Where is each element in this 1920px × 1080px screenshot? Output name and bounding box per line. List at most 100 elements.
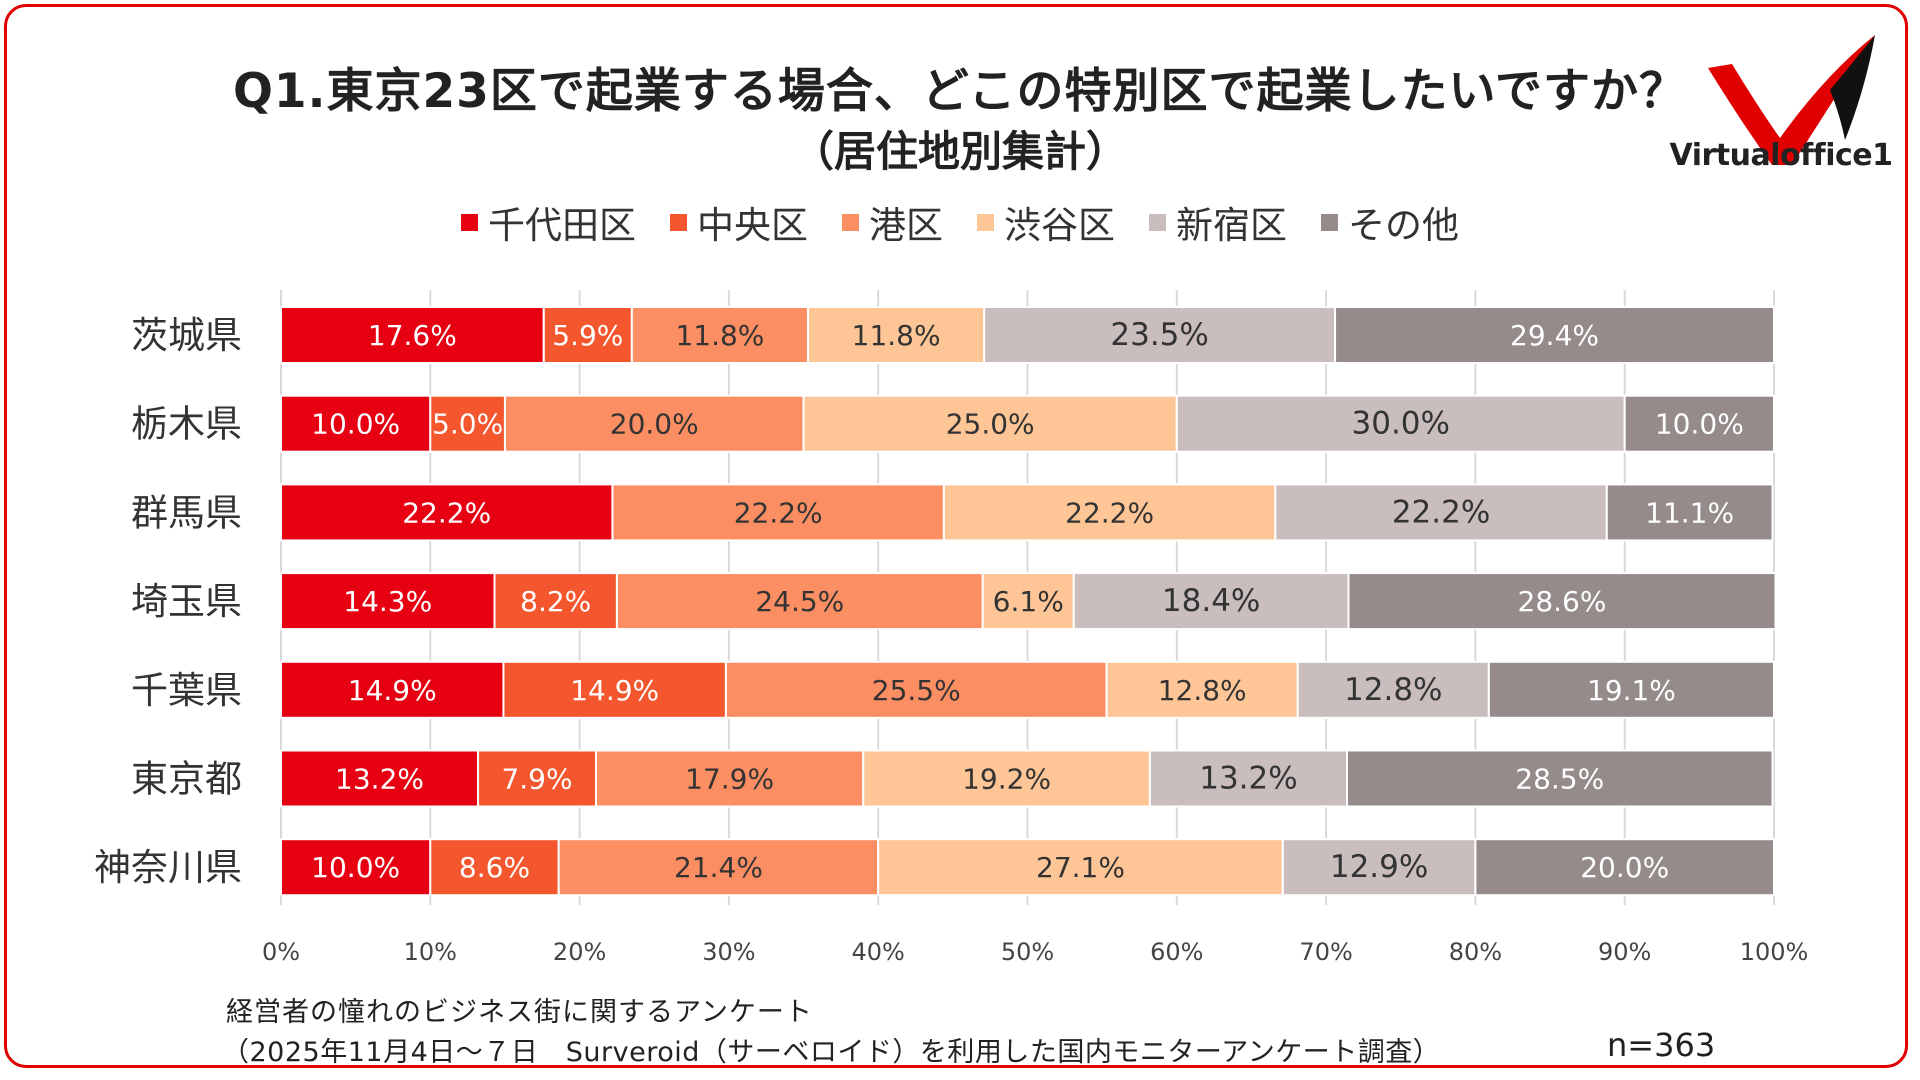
category-label: 茨城県 (131, 314, 242, 357)
bar-segment (724, 660, 1108, 719)
data-label: 17.6% (368, 319, 457, 352)
data-label: 25.5% (872, 674, 961, 707)
legend-label: 中央区 (697, 204, 808, 247)
logo-checkmark-icon (1708, 35, 1875, 165)
legend-swatch (977, 213, 994, 231)
bar-segment (557, 838, 880, 897)
x-tick-label: 50% (1001, 938, 1054, 966)
bar-segment (615, 572, 984, 631)
category-label: 栃木県 (131, 403, 242, 446)
legend-label: 千代田区 (488, 204, 636, 247)
data-label: 8.2% (520, 585, 591, 618)
data-label: 11.8% (675, 319, 764, 352)
bar-segment (1346, 749, 1774, 808)
x-tick-label: 40% (852, 938, 905, 966)
bar-segment (280, 306, 545, 364)
legend-swatch (461, 213, 478, 231)
bar-segment (1175, 394, 1626, 453)
x-tick-label: 90% (1598, 938, 1651, 966)
x-tick-label: 70% (1299, 938, 1352, 966)
bar-segment (1347, 572, 1777, 631)
data-label: 22.2% (402, 496, 491, 529)
chart-frame (4, 4, 1908, 1068)
data-label: 30.0% (1352, 406, 1450, 442)
bar-segment (280, 394, 432, 453)
data-label: 22.2% (1065, 496, 1154, 529)
legend-label: 港区 (869, 204, 943, 247)
data-label: 24.5% (755, 585, 844, 618)
data-label: 29.4% (1510, 319, 1599, 352)
chart-title: Q1.東京23区で起業する場合、どこの特別区で起業したいですか？ (232, 64, 1688, 119)
bar-segment (542, 306, 633, 364)
data-label: 11.8% (852, 319, 941, 352)
data-label: 17.9% (685, 763, 774, 796)
logo-text: Virtualoffice1 (1669, 138, 1894, 173)
legend-item: 新宿区 (1149, 195, 1287, 249)
data-label: 25.0% (946, 408, 1035, 441)
bar-segment (429, 838, 560, 897)
category-label: 神奈川県 (94, 846, 242, 889)
legend-label: その他 (1348, 204, 1459, 247)
bar-segment (280, 749, 480, 808)
bar-segment (1148, 749, 1349, 808)
legend-swatch (1149, 213, 1166, 231)
legend-swatch (842, 213, 859, 231)
bar-segment (1105, 660, 1299, 719)
bar-segment (942, 483, 1277, 542)
data-label: 10.0% (311, 851, 400, 884)
category-label: 千葉県 (131, 669, 242, 712)
legend-swatch (1321, 213, 1338, 231)
data-label: 6.1% (993, 585, 1064, 618)
bar-segment (611, 483, 945, 542)
data-label: 5.0% (432, 408, 503, 441)
x-tick-label: 10% (404, 938, 457, 966)
data-label: 7.9% (501, 763, 572, 796)
data-label: 14.9% (348, 674, 437, 707)
survey-details: （2025年11月4日〜７日 Surveroid（サーベロイド）を利用した国内モ… (222, 1037, 1441, 1068)
data-label: 12.8% (1344, 672, 1442, 708)
bar-segment (807, 306, 986, 364)
bar-segment (802, 394, 1178, 453)
bar-segment (493, 572, 618, 631)
legend-item: 中央区 (670, 195, 808, 249)
data-label: 13.2% (335, 763, 424, 796)
data-label: 21.4% (674, 851, 763, 884)
bar-segment (630, 306, 810, 364)
data-label: 14.9% (570, 674, 659, 707)
bar-segment (983, 306, 1337, 364)
data-label: 11.1% (1645, 496, 1734, 529)
data-label: 5.9% (552, 319, 623, 352)
data-label: 8.6% (459, 851, 530, 884)
data-label: 12.9% (1330, 849, 1428, 885)
category-label: 群馬県 (131, 491, 242, 534)
data-label: 19.2% (962, 763, 1051, 796)
sample-size: n=363 (1607, 1026, 1716, 1064)
bar-segment (280, 572, 496, 631)
survey-name: 経営者の憧れのビジネス街に関するアンケート (226, 997, 813, 1028)
x-tick-label: 100% (1740, 938, 1809, 966)
bar-segment (1281, 838, 1477, 897)
data-label: 28.6% (1518, 585, 1607, 618)
legend-label: 渋谷区 (1004, 204, 1115, 247)
legend-item: 港区 (842, 195, 943, 249)
legend-item: 渋谷区 (977, 195, 1115, 249)
category-label: 埼玉県 (131, 580, 242, 623)
data-label: 23.5% (1110, 317, 1208, 353)
legend-label: 新宿区 (1176, 204, 1287, 247)
bar-segment (1487, 660, 1776, 719)
data-label: 10.0% (311, 408, 400, 441)
data-label: 10.0% (1655, 408, 1744, 441)
bar-segment (1474, 838, 1776, 897)
chart-subtitle: （居住地別集計） (791, 127, 1128, 176)
data-label: 12.8% (1158, 674, 1247, 707)
x-tick-label: 80% (1449, 938, 1502, 966)
x-tick-label: 20% (553, 938, 606, 966)
data-label: 19.1% (1587, 674, 1676, 707)
bar-segment (280, 838, 432, 897)
bar-segment (595, 749, 865, 808)
bar-segment (429, 394, 506, 453)
category-label: 東京都 (131, 758, 242, 801)
data-label: 13.2% (1199, 761, 1297, 797)
data-label: 14.3% (343, 585, 432, 618)
